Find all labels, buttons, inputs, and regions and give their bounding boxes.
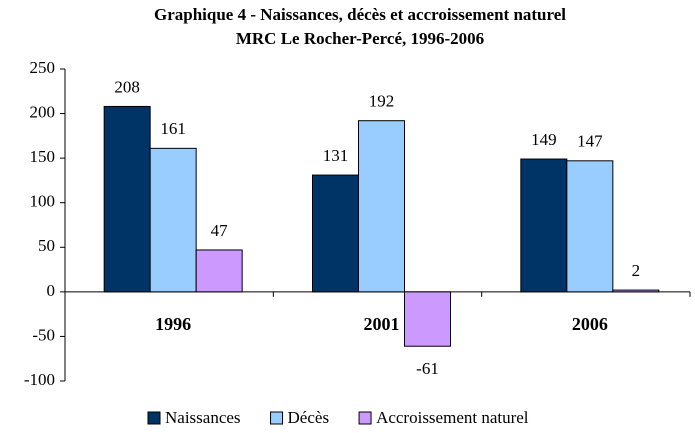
data-label: -61 [416,359,439,378]
bar [404,291,451,347]
legend-swatch [147,411,161,425]
bar [103,105,151,293]
bar [612,289,660,293]
y-tick-label: 100 [30,192,56,211]
legend-label: Décès [288,408,330,427]
bar [149,147,197,293]
bar [195,249,243,293]
chart-title: Graphique 4 - Naissances, décès et accro… [154,5,566,24]
x-tick-label: 1996 [155,314,191,334]
chart-subtitle: MRC Le Rocher-Percé, 1996-2006 [236,29,484,48]
y-tick-label: 50 [38,236,55,255]
data-label: 147 [577,132,603,151]
data-label: 192 [369,92,395,111]
data-label: 47 [211,221,229,240]
data-label: 161 [160,119,186,138]
data-label: 208 [114,77,140,96]
bar [358,120,405,293]
bar [520,158,568,293]
data-label: 2 [632,261,641,280]
legend-swatch [358,411,372,425]
legend-label: Naissances [165,408,241,427]
legend-label: Accroissement naturel [376,408,529,427]
x-tick-label: 2001 [364,314,400,334]
data-label: 149 [531,130,557,149]
legend-swatch [270,411,284,425]
bar [566,160,614,293]
y-tick-label: 250 [30,58,56,77]
y-tick-label: 150 [30,147,56,166]
data-label: 131 [323,146,349,165]
x-tick-label: 2006 [572,314,608,334]
y-tick-label: 0 [47,281,56,300]
y-tick-label: -100 [24,370,55,389]
y-tick-label: 200 [30,102,56,121]
y-tick-label: -50 [32,325,55,344]
bar [312,174,359,293]
